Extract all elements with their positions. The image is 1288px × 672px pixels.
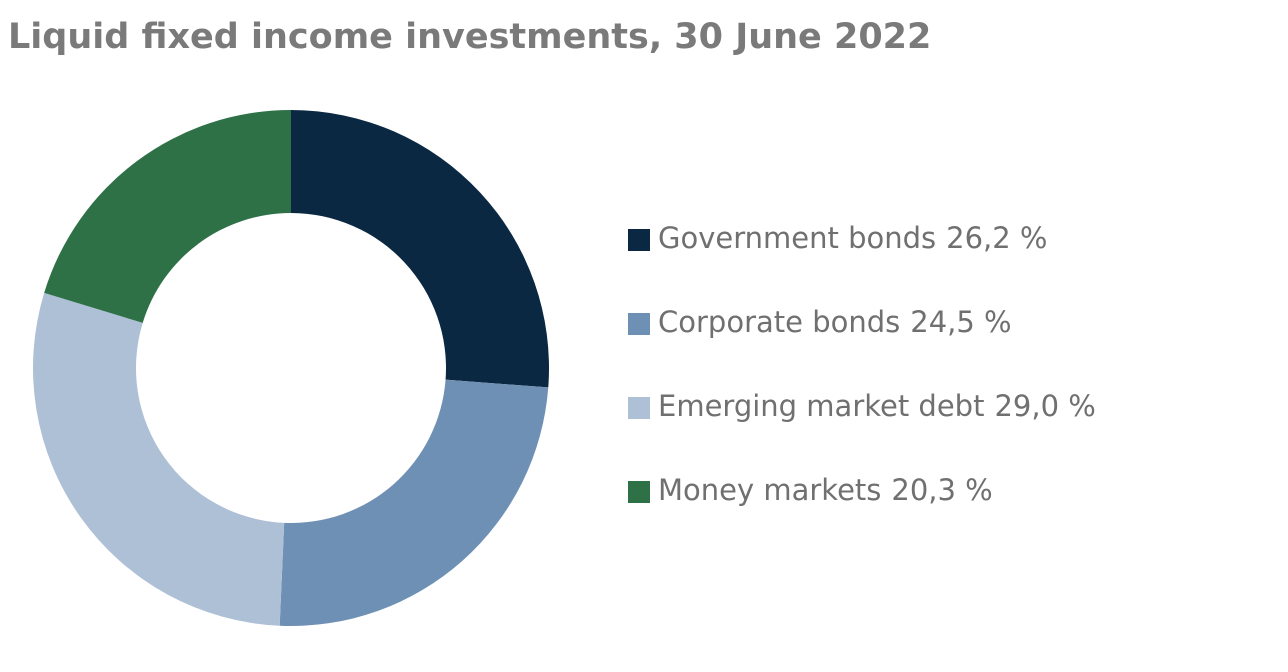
donut-slice — [44, 110, 291, 323]
legend-swatch — [628, 481, 650, 503]
legend-label: Money markets — [658, 473, 881, 507]
legend-entry: Government bonds 26,2 % — [658, 221, 1047, 255]
legend-label: Government bonds — [658, 221, 936, 255]
legend-entry: Money markets 20,3 % — [658, 473, 993, 507]
legend-entry: Corporate bonds 24,5 % — [658, 305, 1012, 339]
legend-swatch — [628, 397, 650, 419]
legend-value: 24,5 % — [910, 305, 1011, 339]
legend-swatch — [628, 229, 650, 251]
donut-slice — [279, 379, 549, 626]
donut-slice — [291, 110, 549, 388]
legend-value: 29,0 % — [994, 389, 1095, 423]
legend-value: 20,3 % — [891, 473, 992, 507]
donut-slice — [33, 292, 285, 626]
legend-label: Corporate bonds — [658, 305, 900, 339]
legend-swatch — [628, 313, 650, 335]
legend-value: 26,2 % — [946, 221, 1047, 255]
legend-entry: Emerging market debt 29,0 % — [658, 389, 1096, 423]
legend-label: Emerging market debt — [658, 389, 984, 423]
chart-title: Liquid fixed income investments, 30 June… — [8, 17, 931, 57]
